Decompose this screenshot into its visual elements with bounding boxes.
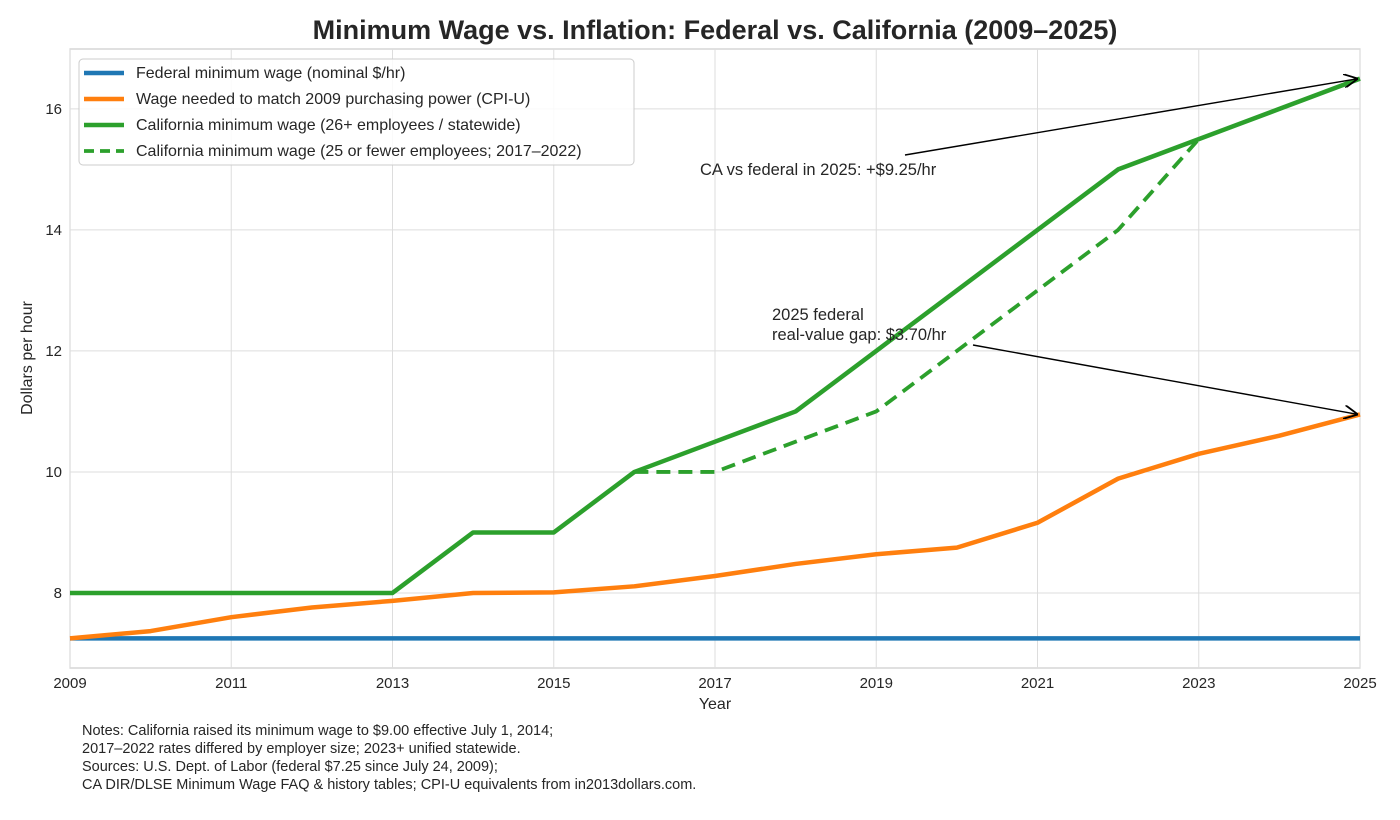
x-tick-label: 2017	[698, 675, 731, 692]
y-tick-label: 16	[45, 101, 62, 118]
x-tick-label: 2019	[860, 675, 893, 692]
chart-notes: Notes: California raised its minimum wag…	[82, 723, 697, 793]
series-line-3	[634, 137, 1201, 474]
legend-box	[78, 58, 635, 166]
annotation-text: CA vs federal in 2025: +$9.25/hr	[700, 161, 937, 179]
chart-title: Minimum Wage vs. Inflation: Federal vs. …	[313, 15, 1118, 45]
y-tick-label: 8	[54, 585, 62, 602]
x-tick-label: 2025	[1343, 675, 1376, 692]
x-tick-label: 2015	[537, 675, 570, 692]
y-tick-label: 10	[45, 464, 62, 481]
y-tick-label: 14	[45, 222, 62, 239]
y-tick-label: 12	[45, 343, 62, 360]
legend-entry: Federal minimum wage (nominal $/hr)	[136, 65, 405, 82]
legend-entry: Wage needed to match 2009 purchasing pow…	[136, 91, 530, 108]
legend-entry: California minimum wage (25 or fewer emp…	[136, 143, 582, 160]
series-line-1	[69, 412, 1361, 641]
y-axis-label: Dollars per hour	[19, 300, 36, 415]
x-tick-label: 2013	[376, 675, 409, 692]
series-line-2	[70, 76, 1361, 596]
annotation-arrow	[972, 344, 1358, 414]
x-tick-label: 2021	[1021, 675, 1054, 692]
x-tick-label: 2011	[215, 675, 247, 692]
annotation-text: 2025 federal real-value gap: $3.70/hr	[772, 306, 947, 344]
x-axis-label: Year	[699, 696, 732, 713]
x-tick-label: 2009	[53, 675, 86, 692]
annotation-arrow	[904, 79, 1358, 156]
x-tick-label: 2023	[1182, 675, 1215, 692]
legend-entry: California minimum wage (26+ employees /…	[136, 117, 521, 134]
